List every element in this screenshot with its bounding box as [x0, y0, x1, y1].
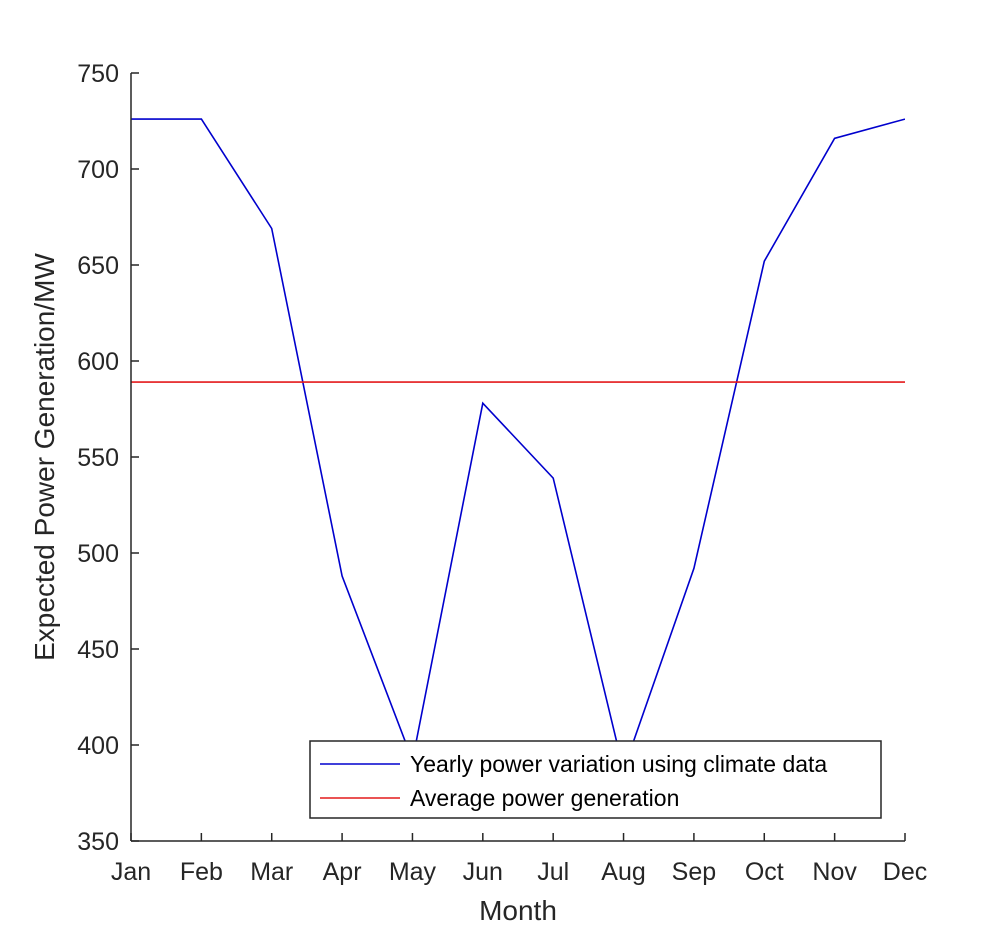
series-line-1	[131, 118, 905, 773]
y-tick-label: 500	[77, 540, 119, 568]
y-tick-label: 600	[77, 348, 119, 376]
x-tick-label: Apr	[323, 858, 362, 886]
y-tick-label: 650	[77, 252, 119, 280]
x-tick-label: Jun	[463, 858, 503, 886]
legend-label-2: Average power generation	[410, 785, 679, 811]
x-tick-label: Aug	[601, 858, 645, 886]
y-tick-label: 400	[77, 732, 119, 760]
x-tick-label: Dec	[883, 858, 927, 886]
x-ticks: Jan Feb Mar Apr May Jun Jul Aug Sep Oct Nov Dec	[111, 833, 927, 886]
series-layer	[131, 118, 905, 773]
y-tick-label: 550	[77, 444, 119, 472]
x-tick-label: Nov	[812, 858, 857, 886]
x-tick-label: Feb	[180, 858, 223, 886]
legend-label-1: Yearly power variation using climate dat…	[410, 751, 827, 777]
x-tick-label: Jul	[537, 858, 569, 886]
x-tick-label: Jan	[111, 858, 151, 886]
y-tick-label: 350	[77, 828, 119, 856]
x-axis-title: Month	[479, 895, 557, 926]
axes	[130, 73, 905, 842]
y-axis-title: Expected Power Generation/MW	[29, 253, 60, 661]
legend-box	[309, 740, 882, 819]
y-ticks: 350 400 450 500 550 600 650 700 750	[77, 60, 139, 856]
x-tick-label: Sep	[672, 858, 716, 886]
y-tick-label: 450	[77, 636, 119, 664]
y-tick-label: 750	[77, 60, 119, 88]
legend: Yearly power variation using climate dat…	[309, 740, 882, 819]
x-tick-label: Mar	[250, 858, 293, 886]
y-tick-label: 700	[77, 156, 119, 184]
x-tick-label: Oct	[745, 858, 784, 886]
x-tick-label: May	[389, 858, 437, 886]
